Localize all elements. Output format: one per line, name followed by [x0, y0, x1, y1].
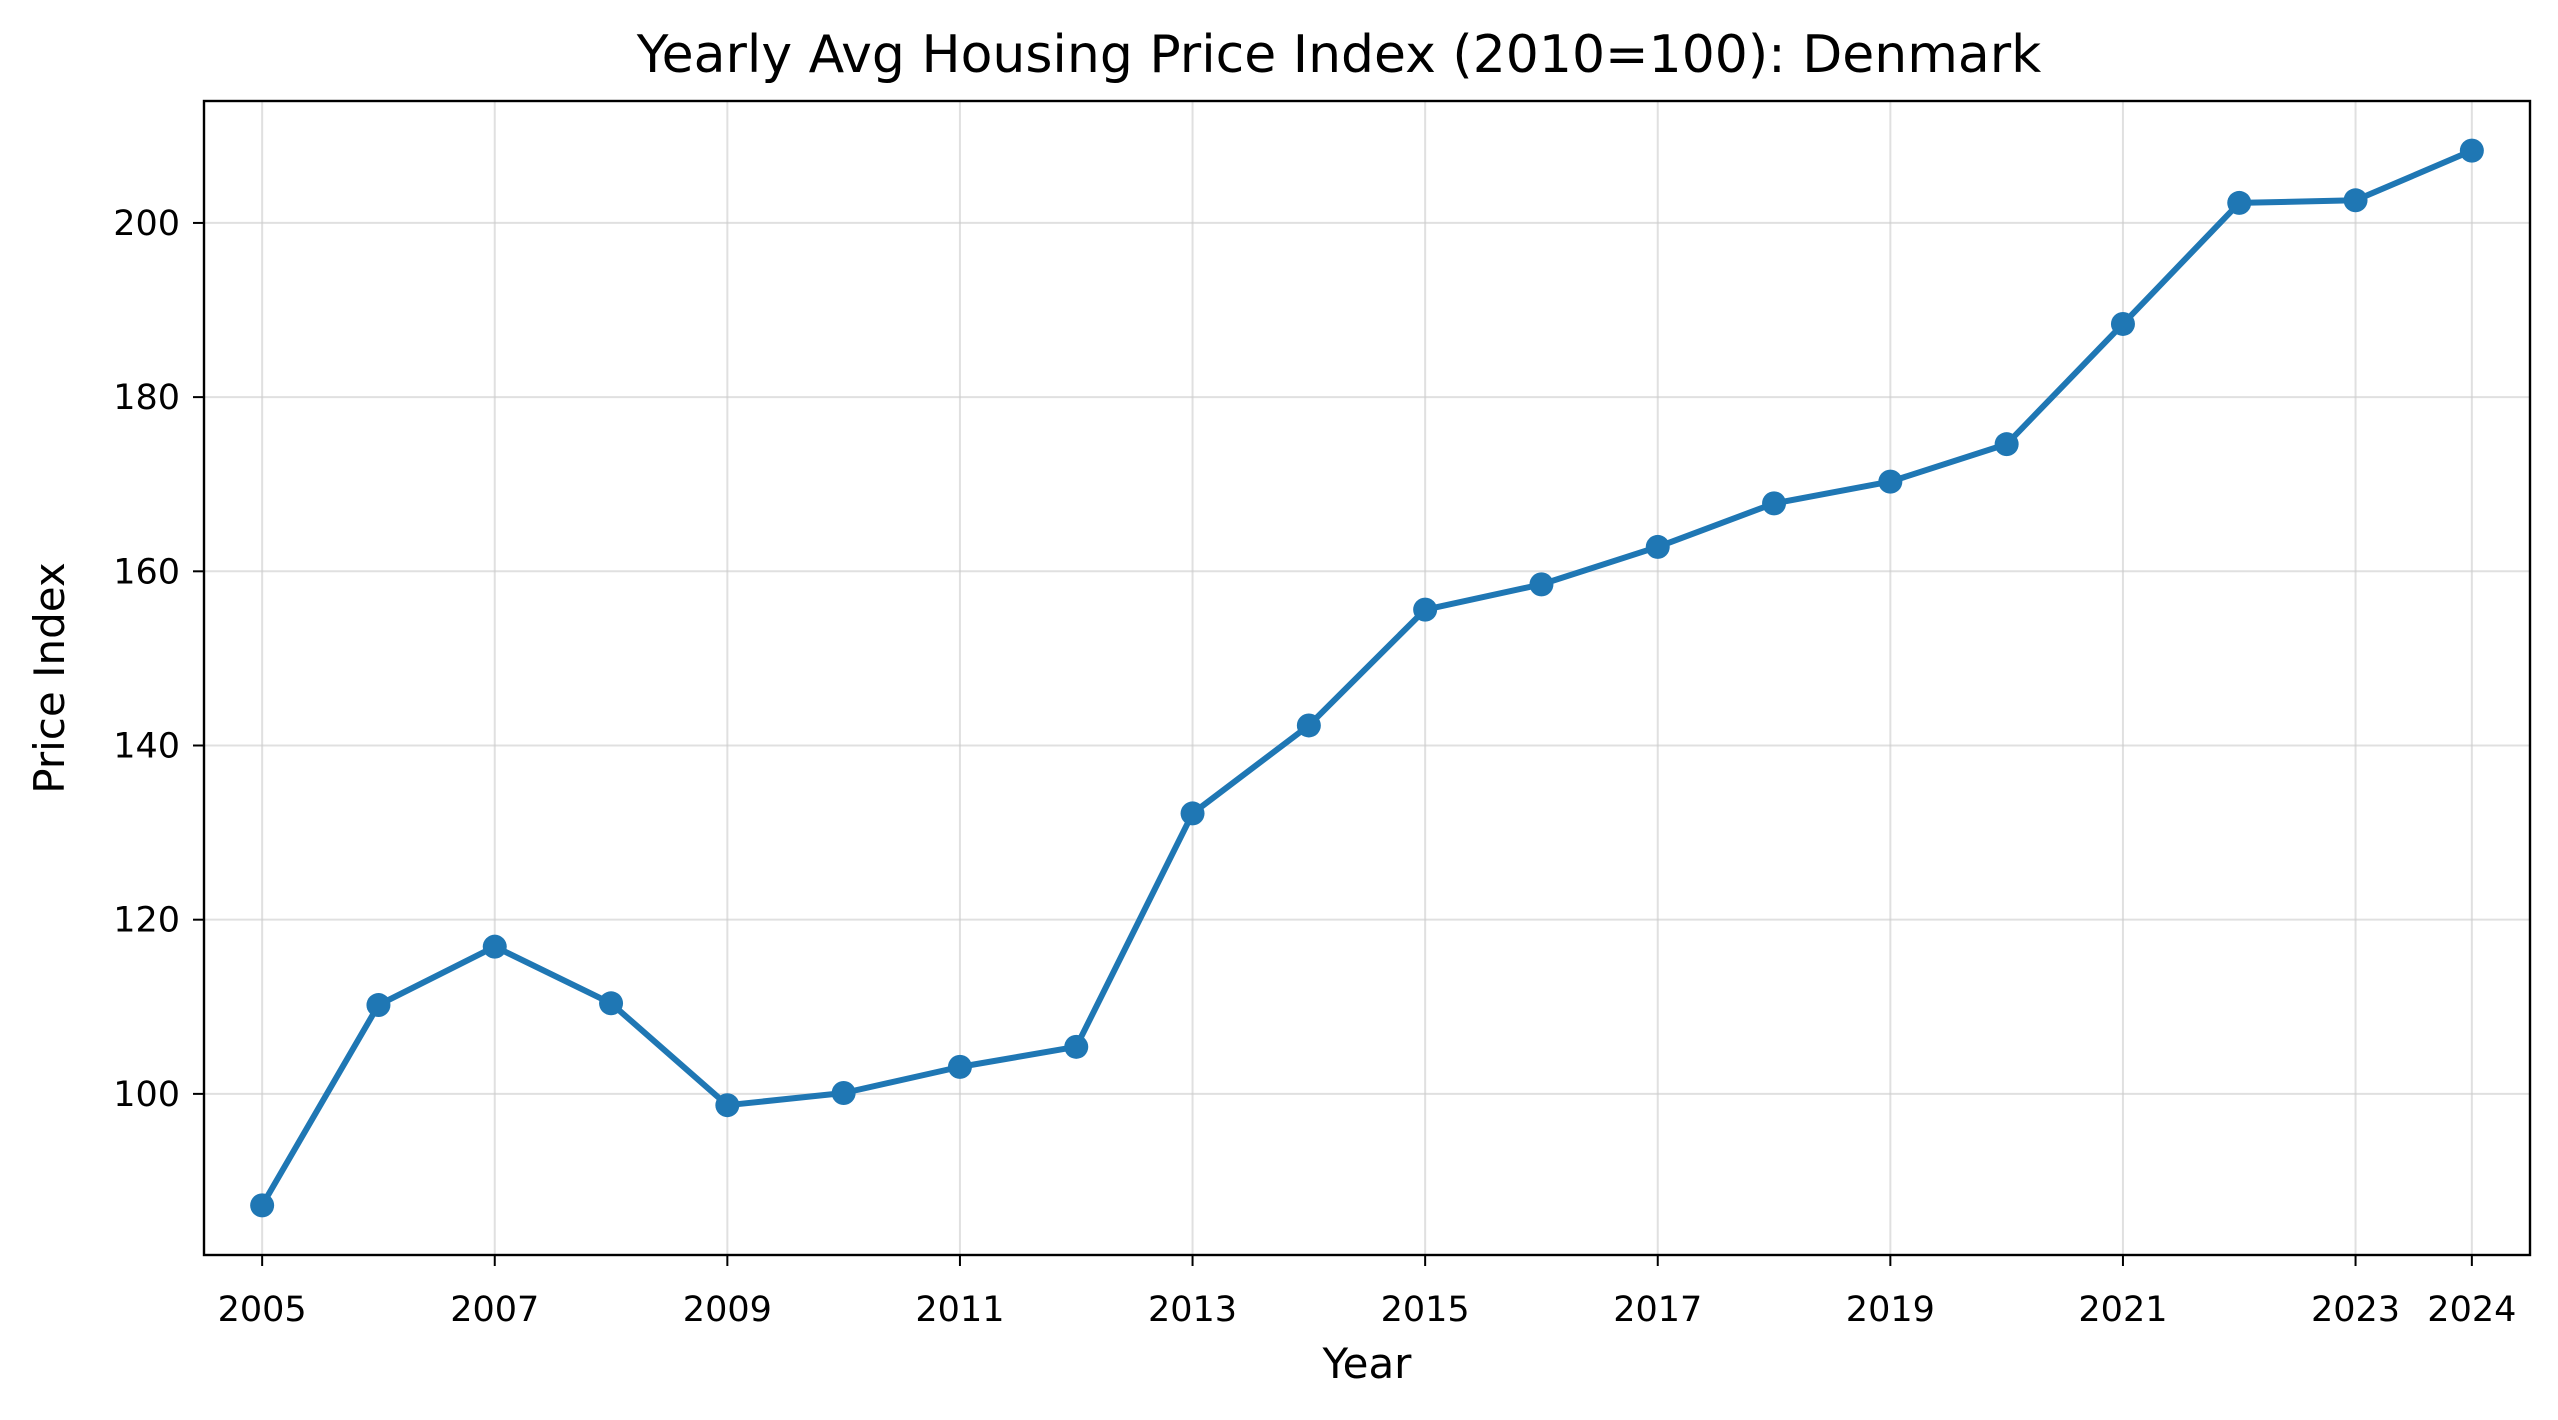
y-tick-label: 160 [113, 552, 180, 592]
x-tick-label: 2024 [2427, 1290, 2516, 1330]
data-point [1994, 432, 2019, 457]
data-point [2343, 188, 2368, 213]
chart-title: Yearly Avg Housing Price Index (2010=100… [636, 25, 2041, 85]
data-point [1180, 801, 1205, 826]
data-point [1645, 534, 1670, 559]
x-tick-label: 2019 [1846, 1290, 1935, 1330]
y-tick-label: 200 [113, 204, 180, 244]
x-tick-label: 2009 [683, 1290, 772, 1330]
x-axis-label: Year [1322, 1339, 1413, 1388]
x-tick-label: 2021 [2078, 1290, 2167, 1330]
series-layer [250, 138, 2484, 1218]
x-axis: 2005 2007 2009 2011 2013 2015 2017 2019 2021 2023… [218, 1255, 2516, 1330]
x-tick-label: 2017 [1613, 1290, 1702, 1330]
data-point [2227, 190, 2252, 215]
data-point [1413, 597, 1438, 622]
grid-lines [204, 101, 2530, 1255]
data-point [1064, 1034, 1089, 1059]
x-tick-label: 2011 [915, 1290, 1004, 1330]
x-tick-label: 2005 [218, 1290, 307, 1330]
data-point [250, 1193, 275, 1218]
data-point [2110, 311, 2135, 336]
data-point [482, 934, 507, 959]
y-tick-label: 100 [113, 1075, 180, 1115]
data-point [599, 991, 624, 1016]
y-tick-label: 140 [113, 726, 180, 766]
data-point [715, 1093, 740, 1118]
series-line [259, 147, 2475, 1209]
data-point [1296, 713, 1321, 738]
data-point [1529, 572, 1554, 597]
x-tick-label: 2007 [450, 1290, 539, 1330]
plot-area-frame [202, 99, 2532, 1257]
data-point [947, 1054, 972, 1079]
y-axis-label: Price Index [25, 562, 74, 793]
y-tick-label: 180 [113, 378, 180, 418]
y-tick-label: 120 [113, 901, 180, 941]
x-tick-label: 2013 [1148, 1290, 1237, 1330]
x-tick-label: 2023 [2311, 1290, 2400, 1330]
data-point [1762, 491, 1787, 516]
x-tick-label: 2015 [1381, 1290, 1470, 1330]
data-point [831, 1081, 856, 1106]
data-point [2459, 138, 2484, 163]
data-point [1878, 469, 1903, 494]
y-axis: 100 120 140 160 180 200 [113, 204, 204, 1115]
data-point [366, 993, 391, 1018]
